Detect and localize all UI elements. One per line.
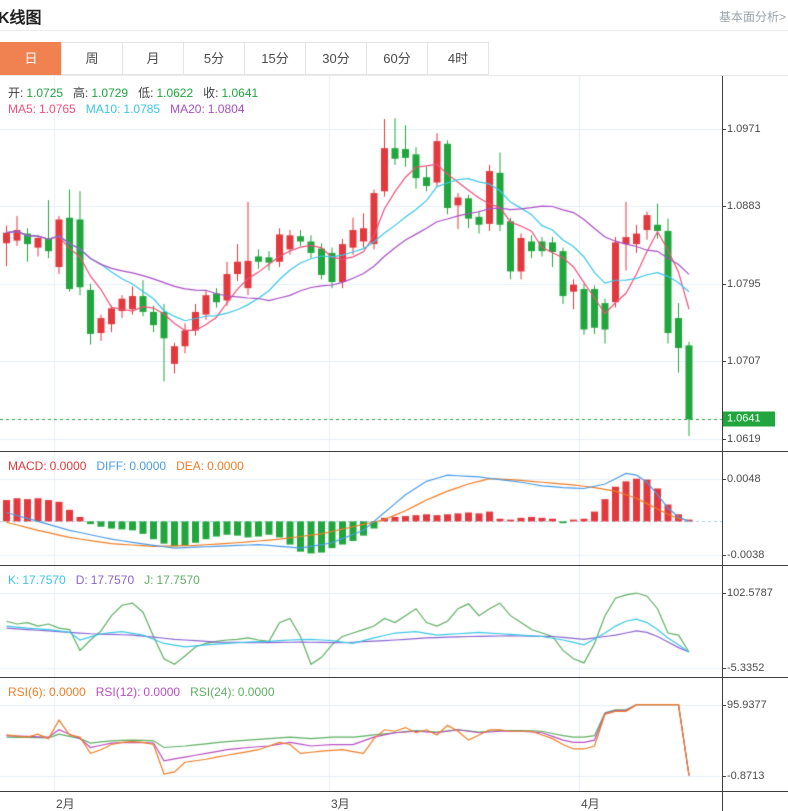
axis-tick-label: 95.9377 (722, 698, 767, 711)
readout-label: MACD: (8, 459, 47, 473)
interval-tabs: 日周月 5分 15分 30分 60分 4时 (0, 42, 489, 75)
readout-value: 0.0000 (129, 459, 167, 473)
page-header: K线图 基本面分析> (0, 0, 788, 31)
fundamental-analysis-link[interactable]: 基本面分析> (718, 10, 786, 24)
axis-tick-label: -5.3352 (721, 661, 765, 674)
readout-label: RSI(24): (190, 685, 235, 699)
tab-周[interactable]: 周 (61, 42, 123, 75)
readout-value: 1.0725 (26, 86, 64, 100)
tab-15分[interactable]: 15分 (244, 42, 306, 75)
axis-tick-label: -0.0038 (721, 549, 765, 562)
readout-label: 高: (73, 86, 89, 100)
kdj-readout: K: 17.7570 D: 17.7570 J: 17.7570 (0, 573, 200, 587)
readout-label: RSI(6): (8, 685, 47, 699)
kdj-canvas[interactable] (0, 566, 722, 677)
rsi-canvas[interactable] (0, 678, 722, 791)
readout-value: 17.7570 (90, 573, 135, 587)
axis-tick-label: -0.8713 (721, 770, 765, 783)
rsi-readout: RSI(6): 0.0000 RSI(12): 0.0000 RSI(24): 0.000… (0, 685, 275, 699)
current-price-badge: 1.0641 (723, 411, 775, 427)
readout-value: 0.0000 (49, 685, 86, 699)
tab-日[interactable]: 日 (0, 42, 62, 75)
panel-separator (0, 677, 788, 678)
readout-label: K: (8, 573, 20, 587)
readout-label: 开: (8, 86, 24, 100)
panel-separator (0, 451, 788, 452)
readout-label: DEA: (176, 459, 205, 473)
readout-label: RSI(12): (95, 685, 141, 699)
tab-30分[interactable]: 30分 (305, 42, 367, 75)
axis-tick-label: 0.0048 (722, 472, 761, 485)
readout-label: 低: (138, 86, 154, 100)
readout-value: 1.0765 (39, 102, 76, 116)
tab-4时[interactable]: 4时 (427, 42, 489, 75)
time-axis-label: 4月 (581, 797, 600, 811)
ma-readout: MA5: 1.0765 MA10: 1.0785 MA20: 1.0804 (0, 102, 245, 116)
readout-value: 1.0785 (123, 102, 161, 116)
readout-label: D: (75, 573, 88, 587)
readout-value: 17.7570 (156, 573, 200, 587)
readout-value: 0.0000 (143, 685, 181, 699)
macd-readout: MACD: 0.0000 DIFF: 0.0000 DEA: 0.0000 (0, 459, 244, 473)
readout-label: MA20: (170, 102, 205, 116)
axis-tick-label: 1.0795 (722, 277, 761, 290)
readout-label: J: (144, 573, 154, 587)
tab-60分[interactable]: 60分 (366, 42, 428, 75)
price-axis-line (722, 76, 723, 811)
readout-value: 1.0804 (207, 102, 245, 116)
readout-value: 0.0000 (237, 685, 275, 699)
axis-tick-label: 1.0971 (722, 122, 761, 135)
readout-label: 收: (203, 86, 219, 100)
macd-canvas[interactable] (0, 452, 722, 565)
panel-separator (0, 565, 788, 566)
axis-tick-label: 1.0883 (722, 200, 761, 213)
readout-value: 1.0622 (156, 86, 194, 100)
time-axis-label: 2月 (56, 797, 75, 811)
readout-value: 0.0000 (49, 459, 87, 473)
tab-月[interactable]: 月 (122, 42, 184, 75)
chart-area: 开: 1.0725 高: 1.0729 低: 1.0622 收: 1.0641 MA5: 1.0… (0, 75, 788, 811)
axis-tick-label: 102.5787 (722, 587, 773, 600)
readout-label: MA5: (8, 102, 37, 116)
readout-value: 1.0641 (221, 86, 259, 100)
readout-value: 0.0000 (207, 459, 244, 473)
page-title: K线图 (0, 10, 42, 27)
readout-label: MA10: (85, 102, 121, 116)
readout-value: 17.7570 (22, 573, 66, 587)
tab-5分[interactable]: 5分 (183, 42, 245, 75)
readout-value: 1.0729 (91, 86, 129, 100)
axis-tick-label: 1.0619 (722, 432, 761, 445)
readout-label: DIFF: (96, 459, 127, 473)
time-axis: 2月 3月 4月 (0, 791, 788, 811)
ohlc-readout: 开: 1.0725 高: 1.0729 低: 1.0622 收: 1.0641 (0, 84, 258, 101)
axis-tick-label: 1.0707 (722, 355, 761, 368)
time-axis-label: 3月 (331, 797, 350, 811)
candlestick-canvas[interactable] (0, 76, 722, 451)
